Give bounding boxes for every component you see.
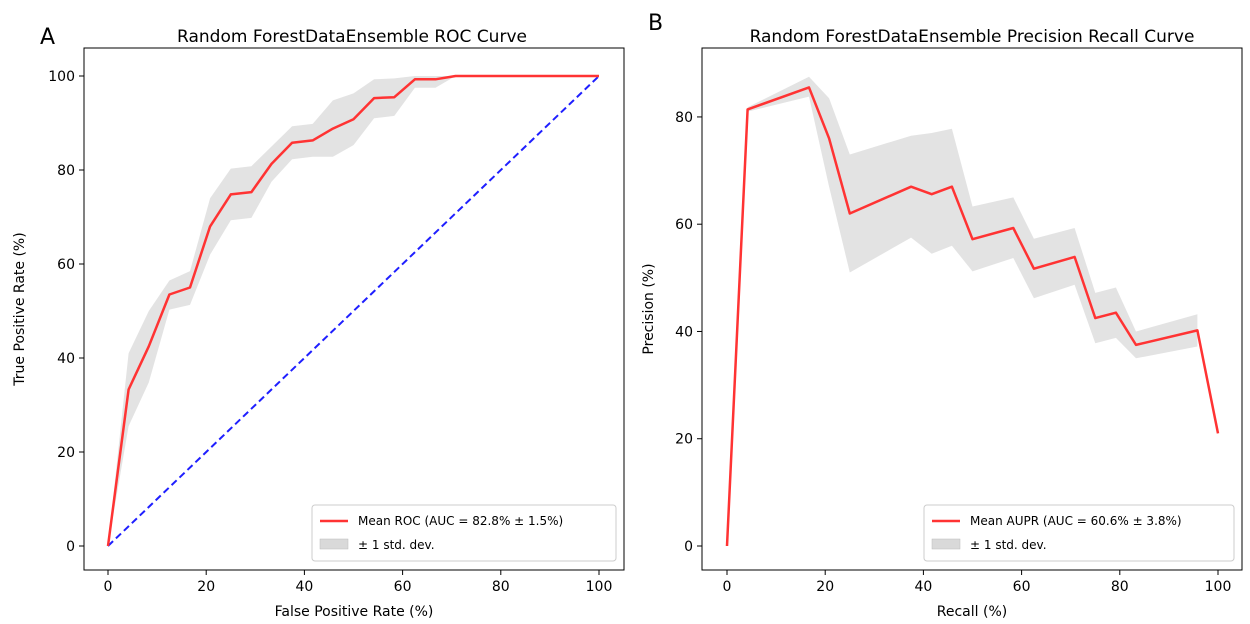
x-tick-label: 20: [816, 579, 834, 595]
legend-band-label: ± 1 std. dev.: [358, 538, 435, 552]
legend: Mean AUPR (AUC = 60.6% ± 3.8%) ± 1 std. d…: [923, 504, 1235, 562]
panel-letter: A: [40, 25, 55, 50]
y-tick-label: 60: [57, 257, 75, 273]
x-tick-label: 40: [914, 579, 932, 595]
y-tick-label: 20: [57, 445, 75, 461]
mean-curve-line: [725, 86, 1220, 547]
chart-title: Random ForestDataEnsemble Precision Reca…: [750, 27, 1195, 47]
y-tick-label: 0: [66, 539, 75, 555]
y-tick-label: 100: [48, 69, 75, 85]
x-tick-label: 0: [723, 579, 732, 595]
legend: Mean ROC (AUC = 82.8% ± 1.5%) ± 1 std. de…: [311, 504, 617, 562]
x-tick-label: 100: [1205, 579, 1232, 595]
y-tick-label: 20: [675, 432, 693, 448]
legend-band-swatch: [931, 538, 961, 550]
panel-a: A Random ForestDataEnsemble ROC Curve 0 20 4…: [12, 25, 625, 620]
x-tick-label: 0: [104, 579, 113, 595]
x-tick-label: 80: [1111, 579, 1129, 595]
x-tick-label: 100: [586, 579, 613, 595]
legend-box: [311, 504, 617, 562]
legend-box: [923, 504, 1235, 562]
y-tick-label: 80: [57, 163, 75, 179]
y-axis-label: True Positive Rate (%): [12, 232, 28, 386]
x-axis-label: Recall (%): [937, 604, 1007, 620]
axes-frame: [701, 47, 1243, 571]
y-tick-label: 80: [675, 110, 693, 126]
y-axis-label: Precision (%): [641, 263, 657, 354]
x-tick-label: 80: [492, 579, 510, 595]
legend-band-swatch: [319, 538, 349, 550]
chance-line: [107, 75, 600, 547]
axes-frame: [83, 47, 625, 571]
legend-mean-label: Mean AUPR (AUC = 60.6% ± 3.8%): [970, 514, 1182, 528]
plot-area: [106, 74, 600, 547]
mean-curve-line: [106, 74, 599, 547]
x-tick-label: 60: [1013, 579, 1031, 595]
plot-area: [725, 76, 1220, 547]
y-tick-label: 40: [675, 324, 693, 340]
x-tick-label: 60: [394, 579, 412, 595]
chart-title: Random ForestDataEnsemble ROC Curve: [177, 27, 527, 47]
legend-mean-label: Mean ROC (AUC = 82.8% ± 1.5%): [358, 514, 563, 528]
std-dev-band: [747, 76, 1198, 359]
legend-band-label: ± 1 std. dev.: [970, 538, 1047, 552]
panel-b: B Random ForestDataEnsemble Precision Rec…: [641, 11, 1243, 620]
x-axis-label: False Positive Rate (%): [275, 604, 434, 620]
y-tick-label: 60: [675, 217, 693, 233]
y-tick-label: 40: [57, 351, 75, 367]
y-tick-label: 0: [684, 539, 693, 555]
x-tick-label: 20: [197, 579, 215, 595]
panel-letter: B: [648, 11, 663, 36]
x-tick-label: 40: [295, 579, 313, 595]
